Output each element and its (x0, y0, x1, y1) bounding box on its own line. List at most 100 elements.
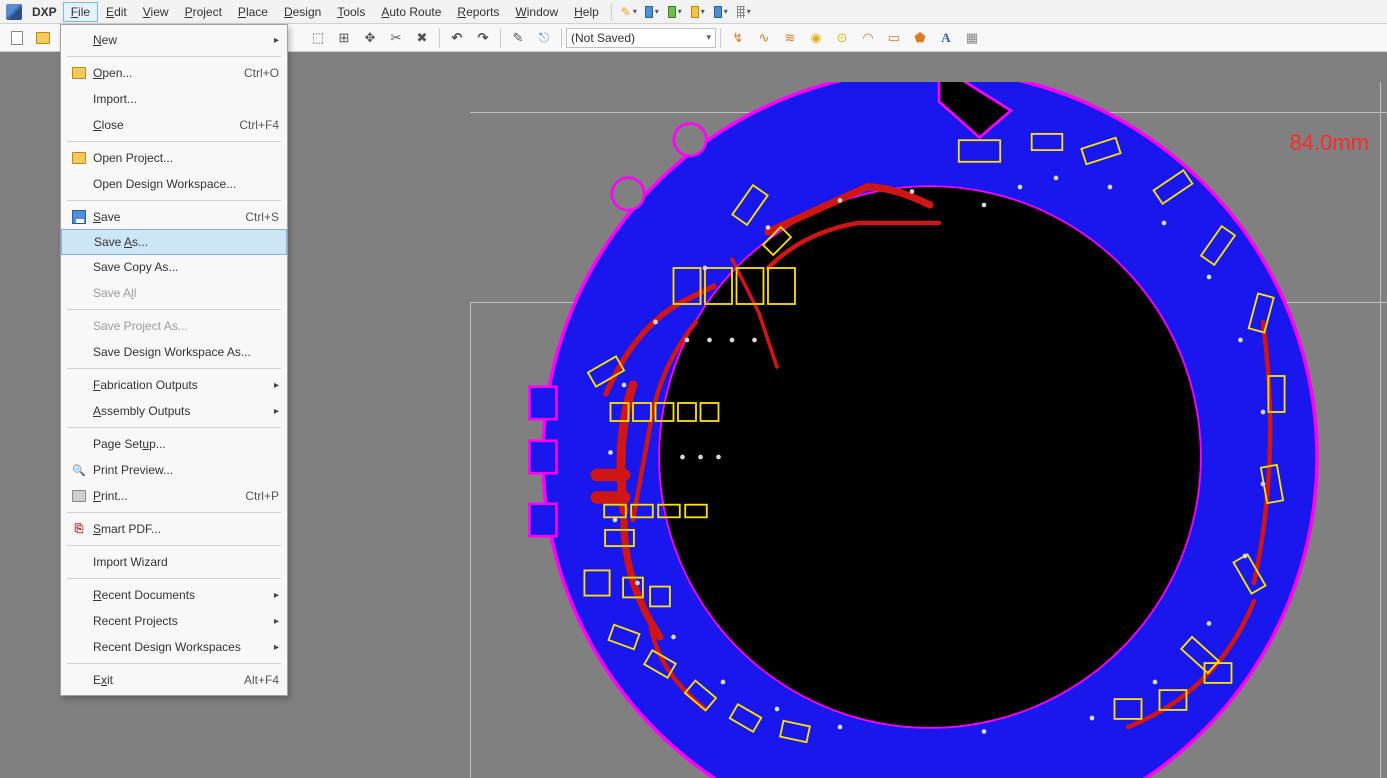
move-icon[interactable]: ✥ (360, 28, 380, 48)
grid-dropdown-icon[interactable] (736, 4, 752, 20)
redo-icon[interactable]: ↷ (473, 28, 493, 48)
app-logo-icon (6, 4, 22, 20)
menu-item-close[interactable]: CloseCtrl+F4 (61, 112, 287, 138)
menu-item-label: Smart PDF... (93, 522, 279, 536)
menu-file[interactable]: File (63, 2, 98, 22)
menu-item-smart-pdf[interactable]: ⎘ Smart PDF... (61, 516, 287, 542)
new-document-icon[interactable] (7, 28, 27, 48)
menu-item-label: Page Setup... (93, 437, 279, 451)
menu-item-import[interactable]: Import... (61, 86, 287, 112)
menu-item-open-project[interactable]: Open Project... (61, 145, 287, 171)
menu-item-recent-documents[interactable]: Recent Documents (61, 582, 287, 608)
menu-reports[interactable]: Reports (449, 2, 507, 22)
menu-view[interactable]: View (135, 2, 177, 22)
menu-tools[interactable]: Tools (329, 2, 373, 22)
app-short-name[interactable]: DXP (26, 5, 63, 19)
toolbar-separator (500, 28, 501, 48)
route-multi-icon[interactable]: ≋ (780, 28, 800, 48)
place-arc-icon[interactable]: ◠ (858, 28, 878, 48)
menu-item-recent-design-workspaces[interactable]: Recent Design Workspaces (61, 634, 287, 660)
cut-icon[interactable]: ✂ (386, 28, 406, 48)
distribute-dropdown-icon[interactable] (667, 4, 683, 20)
menu-item-page-setup[interactable]: Page Setup... (61, 431, 287, 457)
pcb-board-view[interactable] (480, 82, 1380, 778)
menu-item-open[interactable]: Open...Ctrl+O (61, 60, 287, 86)
folder-icon (69, 152, 89, 164)
menu-item-save-design-workspace-as[interactable]: Save Design Workspace As... (61, 339, 287, 365)
menu-item-label: Exit (93, 673, 244, 687)
place-pad-icon[interactable]: ⊙ (832, 28, 852, 48)
menu-item-fabrication-outputs[interactable]: Fabrication Outputs (61, 372, 287, 398)
menu-window[interactable]: Window (507, 2, 566, 22)
menu-item-recent-projects[interactable]: Recent Projects (61, 608, 287, 634)
menu-item-label: Save All (93, 286, 279, 300)
place-component-icon[interactable]: ▦ (962, 28, 982, 48)
menu-edit[interactable]: Edit (98, 2, 135, 22)
eyedropper-icon[interactable]: ⎋ (534, 28, 554, 48)
menu-item-label: Import... (93, 92, 279, 106)
menu-item-shortcut: Ctrl+F4 (239, 118, 279, 132)
menu-separator (67, 368, 281, 369)
toolbar-separator (720, 28, 721, 48)
menu-item-save-as[interactable]: Save As... (61, 229, 287, 255)
folder-icon (69, 67, 89, 79)
place-string-icon[interactable]: A (936, 28, 956, 48)
undo-icon[interactable]: ↶ (447, 28, 467, 48)
pencil-dropdown-icon[interactable]: ✎ (621, 4, 637, 20)
menu-bar: DXP FileEditViewProjectPlaceDesignToolsA… (0, 0, 1387, 24)
menu-item-save-copy-as[interactable]: Save Copy As... (61, 254, 287, 280)
printer-icon (69, 490, 89, 502)
toolbar-separator (439, 28, 440, 48)
menu-item-assembly-outputs[interactable]: Assembly Outputs (61, 398, 287, 424)
route-track-icon[interactable]: ↯ (728, 28, 748, 48)
menu-separator (67, 141, 281, 142)
menu-item-label: Close (93, 118, 239, 132)
menu-design[interactable]: Design (276, 2, 329, 22)
pdf-icon: ⎘ (69, 523, 89, 536)
menu-separator (67, 309, 281, 310)
layers-dropdown-icon[interactable] (690, 4, 706, 20)
saved-query-combo[interactable]: (Not Saved) (566, 28, 716, 48)
menu-item-label: Recent Documents (93, 588, 279, 602)
menu-item-label: Recent Design Workspaces (93, 640, 279, 654)
edit-icon[interactable]: ✎ (508, 28, 528, 48)
print-preview-icon: 🔍 (69, 464, 89, 477)
file-menu-dropdown: New Open...Ctrl+O Import... CloseCtrl+F4 Ope… (60, 24, 288, 696)
menu-item-label: Import Wizard (93, 555, 279, 569)
place-fill-icon[interactable]: ▭ (884, 28, 904, 48)
open-folder-icon[interactable] (33, 28, 53, 48)
menu-item-label: Fabrication Outputs (93, 378, 279, 392)
place-via-icon[interactable]: ◉ (806, 28, 826, 48)
selection-icon[interactable]: ⬚ (308, 28, 328, 48)
menu-item-label: Open Design Workspace... (93, 177, 279, 191)
menu-item-save[interactable]: SaveCtrl+S (61, 204, 287, 230)
menu-separator (67, 663, 281, 664)
menu-help[interactable]: Help (566, 2, 607, 22)
menu-place[interactable]: Place (230, 2, 276, 22)
menu-item-shortcut: Ctrl+O (244, 66, 279, 80)
menu-item-label: Print... (93, 489, 245, 503)
menu-item-save-all: Save All (61, 280, 287, 306)
menu-item-import-wizard[interactable]: Import Wizard (61, 549, 287, 575)
menu-item-open-design-workspace[interactable]: Open Design Workspace... (61, 171, 287, 197)
menu-item-label: Save Project As... (93, 319, 279, 333)
save-disk-icon (69, 210, 89, 224)
route-diff-pair-icon[interactable]: ∿ (754, 28, 774, 48)
menu-separator (67, 512, 281, 513)
menu-item-label: Recent Projects (93, 614, 279, 628)
menu-project[interactable]: Project (177, 2, 230, 22)
delete-selection-icon[interactable]: ✖ (412, 28, 432, 48)
menu-item-exit[interactable]: ExitAlt+F4 (61, 667, 287, 693)
menu-auto-route[interactable]: Auto Route (373, 2, 449, 22)
place-polygon-icon[interactable]: ⬟ (910, 28, 930, 48)
menu-item-new[interactable]: New (61, 27, 287, 53)
marquee-add-icon[interactable]: ⊞ (334, 28, 354, 48)
window-layout-dropdown-icon[interactable] (713, 4, 729, 20)
menu-item-label: Save (93, 210, 245, 224)
saved-query-text: (Not Saved) (571, 31, 635, 45)
menu-item-shortcut: Alt+F4 (244, 673, 279, 687)
align-dropdown-icon[interactable] (644, 4, 660, 20)
menu-item-print-preview[interactable]: 🔍Print Preview... (61, 457, 287, 483)
menubar-tool-group-1: ✎ (616, 4, 757, 20)
menu-item-print[interactable]: Print...Ctrl+P (61, 483, 287, 509)
